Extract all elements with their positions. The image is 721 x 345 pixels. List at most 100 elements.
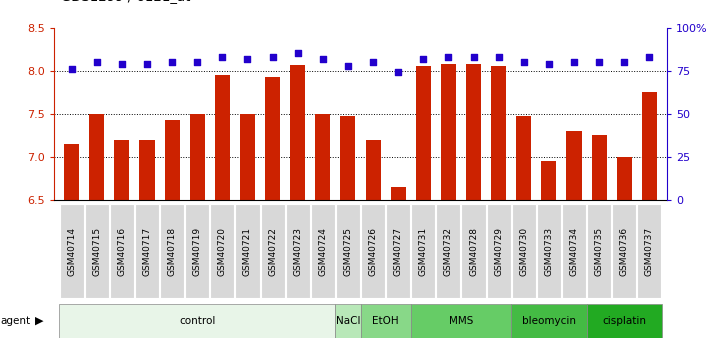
Text: GSM40724: GSM40724 [319,227,327,276]
Text: MMS: MMS [448,316,473,326]
FancyBboxPatch shape [60,204,84,298]
Point [292,51,304,56]
Point [192,59,203,65]
Bar [567,131,582,200]
Bar [366,140,381,200]
Text: GSM40737: GSM40737 [645,227,654,276]
FancyBboxPatch shape [587,204,611,298]
Text: NaCl: NaCl [336,316,360,326]
FancyBboxPatch shape [537,204,561,298]
Text: GSM40734: GSM40734 [570,227,578,276]
Point [593,59,605,65]
FancyBboxPatch shape [436,204,461,298]
FancyBboxPatch shape [185,204,209,298]
FancyBboxPatch shape [236,204,260,298]
Text: GSM40725: GSM40725 [343,227,353,276]
Point [66,66,77,72]
Text: bleomycin: bleomycin [522,316,576,326]
Point [141,61,153,67]
Bar [164,120,180,200]
Text: GSM40731: GSM40731 [419,227,428,276]
FancyBboxPatch shape [612,204,637,298]
FancyBboxPatch shape [511,304,587,338]
FancyBboxPatch shape [135,204,159,298]
Point [242,56,253,61]
Point [543,61,554,67]
Text: GSM40730: GSM40730 [519,227,528,276]
Text: control: control [179,316,216,326]
Text: GSM40720: GSM40720 [218,227,227,276]
Text: agent: agent [1,316,31,326]
Text: GDS1299 / 6121_at: GDS1299 / 6121_at [61,0,190,3]
Point [443,54,454,60]
Text: ▶: ▶ [35,316,43,326]
FancyBboxPatch shape [211,204,234,298]
Bar [190,114,205,200]
Bar [139,140,154,200]
Text: GSM40723: GSM40723 [293,227,302,276]
Point [267,54,278,60]
Text: GSM40728: GSM40728 [469,227,478,276]
Bar [265,77,280,200]
FancyBboxPatch shape [461,204,485,298]
Bar [215,75,230,200]
FancyBboxPatch shape [411,304,511,338]
Text: GSM40716: GSM40716 [118,227,126,276]
Bar [416,66,431,200]
Bar [240,114,255,200]
Bar [541,161,557,200]
Point [216,54,228,60]
Text: GSM40732: GSM40732 [444,227,453,276]
Bar [516,117,531,200]
Point [518,59,529,65]
Point [619,59,630,65]
FancyBboxPatch shape [335,304,360,338]
Point [342,63,354,68]
Text: GSM40718: GSM40718 [167,227,177,276]
Point [317,56,329,61]
FancyBboxPatch shape [360,304,411,338]
Point [167,59,178,65]
Bar [616,157,632,200]
Text: GSM40721: GSM40721 [243,227,252,276]
FancyBboxPatch shape [587,304,662,338]
Text: cisplatin: cisplatin [602,316,646,326]
Bar [642,92,657,200]
Text: GSM40733: GSM40733 [544,227,554,276]
Bar [315,114,330,200]
FancyBboxPatch shape [160,204,184,298]
Point [367,59,379,65]
Point [392,70,404,75]
Text: GSM40727: GSM40727 [394,227,402,276]
Point [568,59,580,65]
Bar [89,114,105,200]
Bar [64,144,79,200]
Text: GSM40726: GSM40726 [368,227,378,276]
Bar [466,64,481,200]
Point [91,59,102,65]
FancyBboxPatch shape [110,204,134,298]
Text: GSM40714: GSM40714 [67,227,76,276]
FancyBboxPatch shape [85,204,109,298]
Text: GSM40736: GSM40736 [620,227,629,276]
FancyBboxPatch shape [260,204,285,298]
Bar [290,65,305,200]
FancyBboxPatch shape [487,204,510,298]
FancyBboxPatch shape [59,304,335,338]
FancyBboxPatch shape [336,204,360,298]
Bar [115,140,130,200]
FancyBboxPatch shape [386,204,410,298]
Bar [441,64,456,200]
FancyBboxPatch shape [411,204,435,298]
FancyBboxPatch shape [562,204,586,298]
Point [468,54,479,60]
Point [417,56,429,61]
Text: GSM40722: GSM40722 [268,227,277,276]
Bar [491,66,506,200]
FancyBboxPatch shape [286,204,310,298]
Point [116,61,128,67]
Point [493,54,505,60]
Text: GSM40735: GSM40735 [595,227,603,276]
Text: GSM40715: GSM40715 [92,227,101,276]
Text: EtOH: EtOH [372,316,399,326]
